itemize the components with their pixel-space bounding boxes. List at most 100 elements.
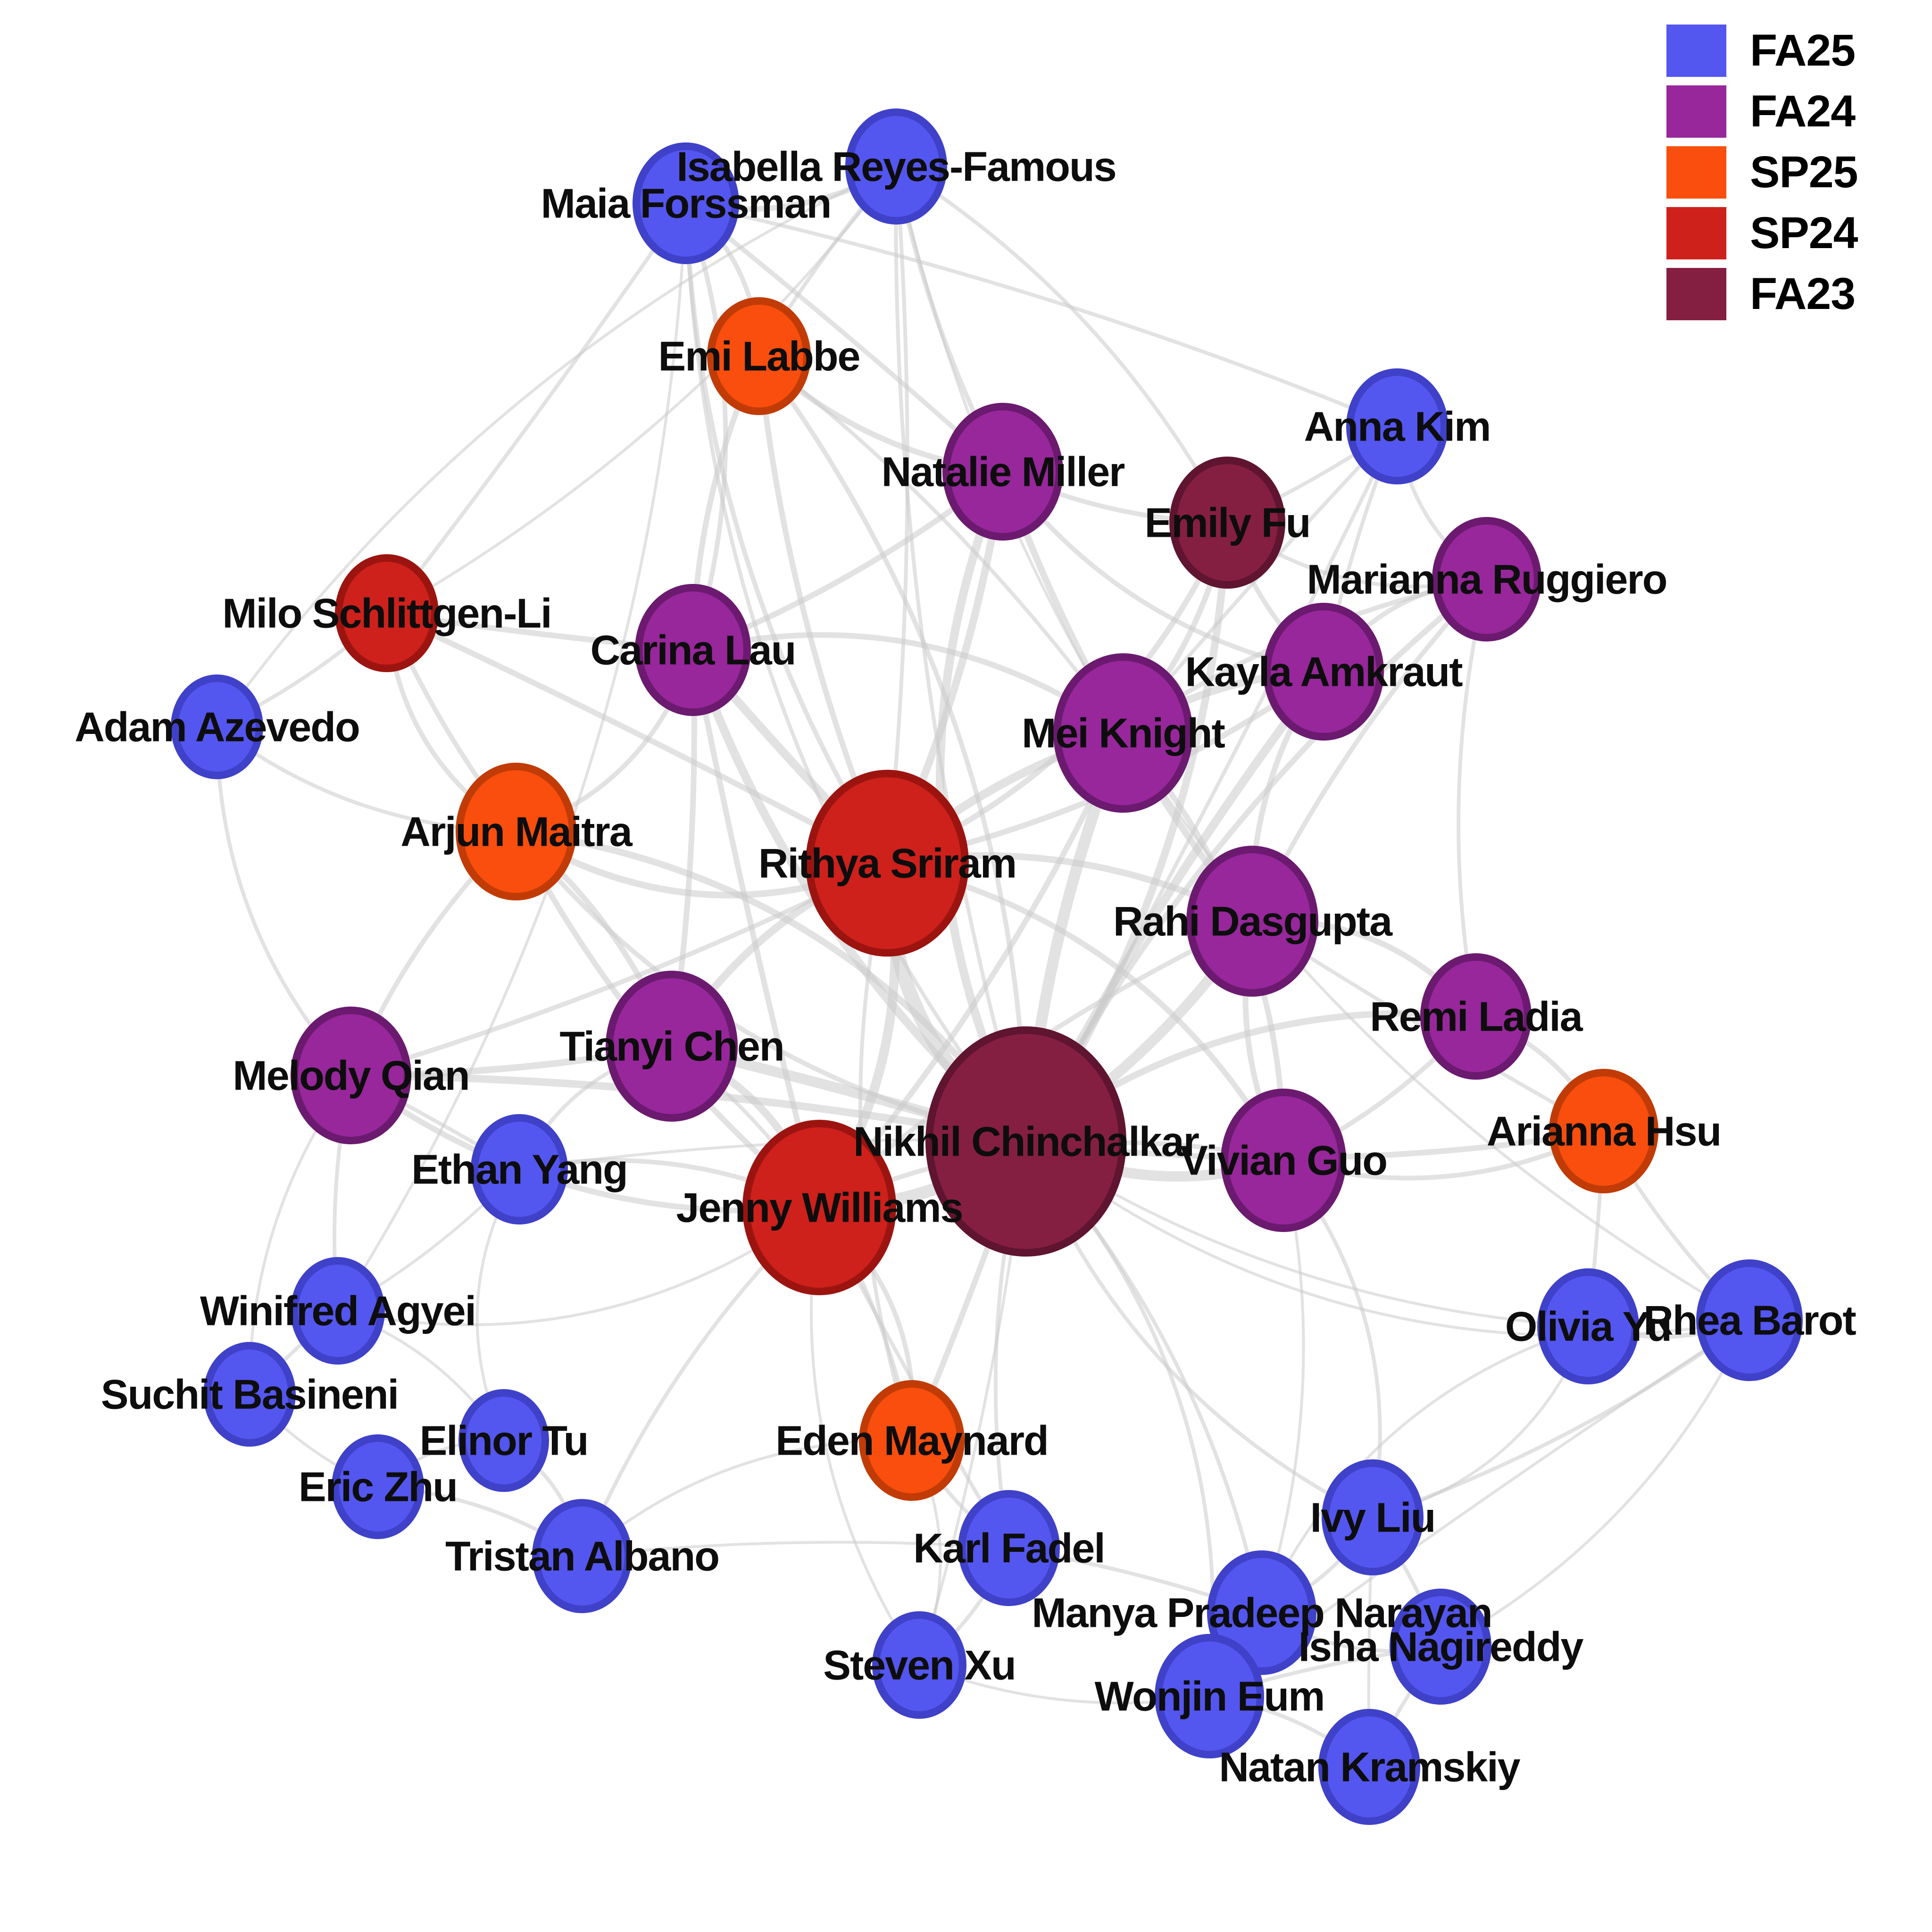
nodes-layer [171,108,1803,1825]
node-label-kayla: Kayla Amkraut [1185,649,1463,695]
node-label-elinor: Elinor Tu [420,1417,588,1464]
node-kayla[interactable] [1263,603,1384,741]
node-label-milo: Milo Schlittgen-Li [222,590,551,637]
edge-rithya-melody [349,861,890,1078]
node-natalie[interactable] [942,403,1063,541]
legend-label-fa23: FA23 [1750,269,1856,319]
node-wonjin[interactable] [1155,1634,1264,1758]
edge-nikhil-isabella [894,165,1028,1143]
node-label-marianna: Marianna Ruggiero [1307,556,1667,603]
legend-swatch-fa25 [1666,25,1726,77]
node-milo[interactable] [335,554,439,672]
node-emilyfu[interactable] [1169,457,1285,589]
edge-rhea-isha [1439,1319,1751,1648]
edge-isabella-adam [216,165,898,728]
node-rhea[interactable] [1696,1259,1803,1381]
node-label-natan: Natan Kramskiy [1219,1744,1520,1790]
edge-nikhil-emi [757,354,1028,1144]
node-label-remi: Remi Ladia [1370,993,1583,1040]
edge-rithya-maia [683,201,890,866]
node-label-olivia: Olivia Yu [1505,1303,1671,1350]
node-suchit[interactable] [203,1342,296,1447]
node-label-anna: Anna Kim [1304,403,1491,450]
node-rithya[interactable] [806,770,969,957]
node-maia[interactable] [633,142,739,264]
node-carina[interactable] [635,584,751,716]
node-arjun[interactable] [456,763,576,900]
legend-swatch-fa23 [1666,268,1726,320]
node-tristan[interactable] [532,1499,632,1613]
node-label-manya: Manya Pradeep Narayan [1032,1590,1491,1636]
node-label-adam: Adam Azevedo [75,704,359,750]
node-label-mei: Mei Knight [1022,710,1225,757]
node-label-rhea: Rhea Barot [1643,1297,1856,1344]
node-label-emilyfu: Emily Fu [1145,500,1310,546]
node-rahi[interactable] [1186,846,1318,997]
node-label-ericz: Eric Zhu [299,1464,457,1510]
node-steven[interactable] [872,1611,966,1719]
node-label-steven: Steven Xu [823,1642,1015,1689]
node-label-winifred: Winifred Agyei [200,1288,475,1334]
legend-swatch-fa24 [1666,85,1726,138]
node-label-karl: Karl Fadel [913,1525,1104,1572]
node-label-tianyi: Tianyi Chen [559,1023,783,1070]
node-jenny[interactable] [742,1120,896,1295]
node-label-arianna: Arianna Hsu [1487,1108,1721,1155]
legend-item-fa24: FA24 [1666,85,1857,138]
node-elinor[interactable] [458,1389,549,1492]
node-vivian[interactable] [1221,1089,1346,1232]
node-arianna[interactable] [1549,1069,1658,1193]
edge-jenny-mei [816,730,1126,1210]
node-label-nikhil: Nikhil Chinchalkar [853,1118,1199,1165]
node-ethan[interactable] [471,1114,568,1224]
node-tianyi[interactable] [606,971,738,1122]
edge-rhea-ivy [1371,1318,1751,1519]
node-natan[interactable] [1318,1709,1420,1825]
node-label-natalie: Natalie Miller [882,449,1125,495]
node-label-rahi: Rahi Dasgupta [1113,898,1393,945]
node-mei[interactable] [1053,653,1193,813]
node-olivia[interactable] [1537,1268,1639,1384]
node-label-jenny: Jenny Williams [676,1184,963,1231]
edge-maia-winifred [336,202,687,1312]
node-isha[interactable] [1390,1589,1491,1705]
legend-label-fa24: FA24 [1750,86,1856,136]
node-label-carina: Carina Lau [591,627,796,674]
legend-label-fa25: FA25 [1750,25,1856,75]
node-winifred[interactable] [291,1257,385,1365]
node-melody[interactable] [291,1007,411,1144]
node-marianna[interactable] [1432,517,1541,641]
node-label-maia: Maia Forssman [541,180,831,227]
node-label-emi: Emi Labbe [658,333,860,380]
legend-label-sp25: SP25 [1750,147,1858,197]
edge-maia-anna [684,201,1399,428]
edge-milo-maia [385,201,688,615]
node-anna[interactable] [1346,368,1448,484]
node-isabella[interactable] [845,108,947,225]
legend-item-sp24: SP24 [1666,207,1858,259]
node-label-suchit: Suchit Basineni [101,1371,398,1418]
node-emi[interactable] [707,297,811,415]
node-label-arjun: Arjun Maitra [400,808,633,855]
legend-label-sp24: SP24 [1750,208,1858,258]
node-label-ethan: Ethan Yang [411,1146,627,1193]
node-label-rithya: Rithya Sriram [758,840,1016,887]
node-ivy[interactable] [1322,1459,1424,1575]
node-label-isha: Isha Nagireddy [1299,1624,1584,1670]
node-label-tristan: Tristan Albano [445,1533,719,1580]
edge-manya-olivia [1260,1325,1590,1614]
node-label-isabella: Isabella Reyes-Famous [676,143,1116,190]
edge-isabella-rhea [895,165,1751,1322]
node-adam[interactable] [171,675,263,779]
node-remi[interactable] [1420,953,1532,1080]
node-nikhil[interactable] [925,1026,1126,1257]
edge-karl-tristan [581,1541,1010,1557]
node-eden[interactable] [859,1380,965,1501]
edge-nikhil-milo [384,611,1028,1144]
node-ericz[interactable] [332,1434,424,1539]
node-karl[interactable] [958,1490,1060,1606]
edge-rithya-isabella [885,165,909,865]
node-label-wonjin: Wonjin Eum [1095,1673,1324,1720]
